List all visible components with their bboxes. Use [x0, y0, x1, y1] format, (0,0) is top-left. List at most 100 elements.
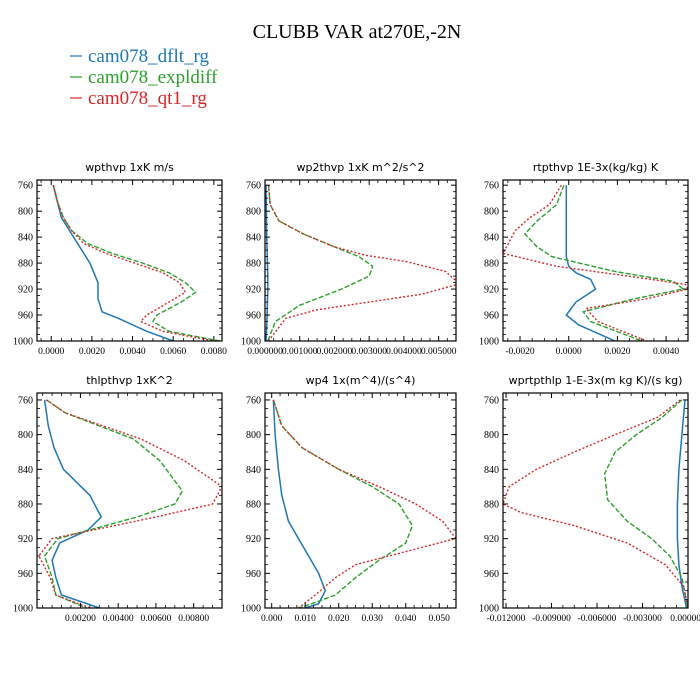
y-tick-label: 1000 [13, 337, 33, 348]
y-tick-label: 920 [18, 285, 33, 296]
y-tick-label: 880 [246, 259, 261, 270]
x-tick-label: -0.009000 [532, 614, 571, 624]
y-tick-label: 760 [246, 181, 261, 192]
series-line-dashed [272, 399, 414, 608]
y-tick-label: 1000 [479, 604, 499, 615]
series-line-solid [272, 399, 327, 608]
y-tick-label: 760 [18, 181, 33, 192]
x-tick-label: -0.006000 [578, 614, 617, 624]
panel-title: rtpthvp 1E-3x(kg/kg) K [533, 161, 659, 174]
plot-frame [502, 392, 689, 609]
series-line-dashed [43, 399, 184, 608]
panel-title: wpthvp 1xK m/s [85, 161, 174, 174]
y-tick-label: 840 [484, 465, 499, 476]
y-tick-label: 880 [484, 259, 499, 270]
series-line-dotted [267, 185, 456, 341]
series-line-dotted [52, 185, 215, 341]
panel-1: wp2thvp 1xK m^2/s^2 760 800 840 880 920 960 100… [241, 161, 457, 357]
plot-frame [36, 179, 223, 342]
y-tick-label: 960 [246, 569, 261, 580]
panel-title: wp4 1x(m^4)/(s^4) [306, 374, 416, 387]
y-tick-label: 840 [246, 233, 261, 244]
x-tick-label: 0.0000 [38, 347, 64, 357]
x-tick-label: 0.00400 [103, 614, 134, 624]
y-tick-label: 840 [18, 465, 33, 476]
y-tick-label: 800 [246, 207, 261, 218]
x-tick-label: 0.0020 [79, 347, 105, 357]
series-group [265, 185, 456, 341]
series-group [503, 399, 688, 608]
series-line-dotted [503, 399, 688, 608]
y-tick-label: 760 [18, 395, 33, 406]
y-tick-label: 1000 [241, 604, 261, 615]
x-tick-label: -0.012000 [487, 614, 526, 624]
y-tick-label: 840 [484, 233, 499, 244]
legend-label-qt1: cam078_qt1_rg [88, 88, 207, 109]
y-tick-label: 920 [246, 285, 261, 296]
y-tick-label: 960 [246, 311, 261, 322]
series-group [38, 399, 222, 608]
series-line-solid [43, 399, 103, 608]
x-tick-label: 0.0060 [160, 347, 186, 357]
y-tick-label: 840 [18, 233, 33, 244]
y-tick-label: 800 [246, 430, 261, 441]
y-tick-label: 760 [484, 395, 499, 406]
x-tick-label: 0.003000 [351, 347, 387, 357]
x-tick-label: 0.00800 [178, 614, 209, 624]
x-tick-label: 0.004000 [386, 347, 422, 357]
y-tick-label: 800 [484, 207, 499, 218]
x-tick-label: 0.0080 [201, 347, 227, 357]
y-tick-label: 920 [484, 534, 499, 545]
figure-title: CLUBB VAR at270E,-2N [253, 21, 462, 43]
x-tick-label: -0.003000 [623, 614, 662, 624]
panel-4: wp4 1x(m^4)/(s^4)76080084088092096010000… [241, 374, 457, 624]
y-tick-label: 1000 [479, 337, 499, 348]
x-tick-label: 0.005000 [421, 347, 457, 357]
y-tick-label: 880 [18, 259, 33, 270]
series-line-dashed [52, 185, 221, 341]
series-line-dotted [38, 399, 222, 608]
y-tick-label: 800 [484, 430, 499, 441]
y-tick-label: 920 [18, 534, 33, 545]
x-tick-label: 0.040 [395, 614, 417, 624]
panel-0: wpthvp 1xK m/s 760 800 840 880 920 960 1000 0.00… [13, 161, 227, 357]
panel-2: rtpthvp 1E-3x(kg/kg) K 760 800 840 880 920 960… [479, 161, 689, 357]
panel-title: wprtpthlp 1-E-3x(m kg K)/(s kg) [509, 374, 683, 387]
panel-3: thlpthvp 1xK^2 760 800 840 880 920 960 1000 0.00… [13, 374, 223, 624]
y-tick-label: 880 [246, 499, 261, 510]
series-group [272, 399, 456, 608]
legend-label-dflt: cam078_dflt_rg [88, 46, 210, 67]
y-tick-label: 880 [484, 499, 499, 510]
x-tick-label: 0.002000 [317, 347, 353, 357]
x-tick-label: 0.001000 [282, 347, 318, 357]
y-tick-label: 960 [484, 311, 499, 322]
plot-frame [502, 179, 689, 342]
series-line-solid [565, 185, 616, 341]
series-group [52, 185, 221, 341]
panel-title: wp2thvp 1xK m^2/s^2 [296, 161, 424, 174]
x-tick-label: 0.020 [328, 614, 350, 624]
x-tick-label: 0.00200 [65, 614, 96, 624]
x-tick-label: 0.0040 [653, 347, 679, 357]
plot-frame [264, 392, 457, 609]
y-tick-label: 800 [18, 430, 33, 441]
x-tick-label: 0.010 [295, 614, 317, 624]
x-tick-label: 0.030 [362, 614, 384, 624]
y-tick-label: 920 [484, 285, 499, 296]
y-tick-label: 760 [484, 181, 499, 192]
series-line-dotted [272, 399, 456, 608]
series-group [503, 184, 688, 341]
panel-title: thlpthvp 1xK^2 [86, 374, 173, 387]
y-tick-label: 840 [246, 465, 261, 476]
x-tick-label: 0.00600 [140, 614, 171, 624]
x-tick-label: 0.000000 [670, 614, 700, 624]
x-tick-label: 0.000000 [247, 347, 283, 357]
y-tick-label: 960 [484, 569, 499, 580]
legend: cam078_dflt_rg cam078_expldiff cam078_qt… [70, 46, 218, 109]
x-tick-label: 0.000 [261, 614, 283, 624]
y-tick-label: 920 [246, 534, 261, 545]
series-line-solid [52, 185, 174, 341]
series-line-dotted [503, 184, 688, 341]
panels: wpthvp 1xK m/s76080084088092096010000.00… [13, 161, 700, 624]
